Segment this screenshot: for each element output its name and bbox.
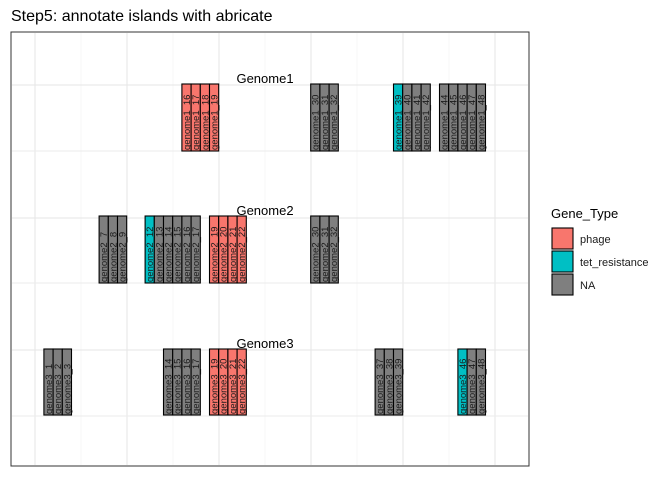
gene-box [328, 83, 339, 152]
gene-label: genome2_16 [182, 227, 193, 282]
gene-label: genome3_47 [467, 359, 478, 414]
gene-label: genome2_7 [99, 232, 110, 282]
legend-swatch [551, 250, 574, 273]
gene-label: genome1_41 [412, 95, 423, 150]
gene-label: genome3_39 [394, 359, 405, 414]
gene-label: genome3_46 [458, 359, 469, 414]
legend-swatch [551, 227, 574, 250]
gene-label: genome1_42 [421, 95, 432, 150]
gene-box [61, 348, 73, 416]
gene-box [116, 215, 128, 284]
legend-title: Gene_Type [551, 206, 618, 221]
gene-label: genome3_37 [375, 359, 386, 414]
legend: Gene_Type phage tet_resistance NA [551, 206, 648, 296]
gene-label: genome3_15 [173, 359, 184, 414]
gene-label: genome1_48 [476, 95, 487, 150]
gene-label: genome1_31 [320, 95, 331, 150]
gene-label: genome2_32 [329, 227, 340, 282]
gene-label: genome1_16 [182, 95, 193, 150]
gene-label: genome3_38 [384, 359, 395, 414]
legend-label: phage [580, 234, 611, 246]
gene-box [475, 348, 487, 416]
legend-swatch [551, 273, 574, 296]
genome-label-3: Genome3 [236, 336, 293, 351]
gene-label: genome1_46 [458, 95, 469, 150]
gene-label: genome2_9 [118, 232, 129, 282]
gene-label: genome2_21 [228, 227, 239, 282]
gene-box [190, 348, 201, 416]
gene-label: genome3_16 [182, 359, 193, 414]
gene-label: genome2_22 [237, 227, 248, 282]
gene-label: genome1_47 [467, 95, 478, 150]
gene-label: genome2_13 [154, 227, 165, 282]
gene-label: genome2_31 [320, 227, 331, 282]
gene-label: genome3_21 [228, 359, 239, 414]
gene-label: genome3_20 [219, 359, 230, 414]
gene-box [236, 348, 247, 416]
gene-label: genome3_3 [62, 364, 73, 414]
gene-box [328, 215, 339, 284]
gene-label: genome1_32 [329, 95, 340, 150]
gene-box [420, 83, 431, 152]
gene-label: genome1_40 [403, 95, 414, 150]
genome-track-1: genome1_16genome1_17genome1_18genome1_19… [181, 83, 487, 152]
gene-label: genome2_20 [219, 227, 230, 282]
legend-label: NA [580, 280, 596, 292]
gene-label: genome1_45 [449, 95, 460, 150]
gene-label: genome3_2 [53, 364, 64, 414]
gene-box [208, 83, 220, 152]
gene-label: genome2_12 [145, 227, 156, 282]
genome-label-1: Genome1 [236, 71, 293, 86]
gene-label: genome1_39 [394, 95, 405, 150]
gene-label: genome3_19 [210, 359, 221, 414]
gene-box [236, 215, 247, 284]
gene-label: genome2_8 [108, 232, 119, 282]
gene-label: genome1_30 [311, 95, 322, 150]
legend-label: tet_resistance [580, 257, 648, 269]
gene-label: genome3_14 [164, 359, 175, 414]
gene-label: genome2_17 [191, 227, 202, 282]
genome-label-2: Genome2 [236, 203, 293, 218]
gene-label: genome1_44 [440, 95, 451, 150]
gene-label: genome2_14 [164, 227, 175, 282]
chart-title: Step5: annotate islands with abricate [11, 8, 273, 25]
gene-label: genome2_19 [210, 227, 221, 282]
gene-box [190, 215, 201, 284]
gene-label: genome3_17 [191, 359, 202, 414]
gene-label: genome1_18 [200, 95, 211, 150]
gene-box [392, 348, 404, 416]
gene-label: genome3_48 [476, 359, 487, 414]
gene-label: genome3_1 [44, 364, 55, 414]
gene-label: genome1_17 [191, 95, 202, 150]
gene-box [475, 83, 487, 152]
gene-label: genome1_19 [210, 95, 221, 150]
gene-label: genome2_30 [311, 227, 322, 282]
gene-label: genome2_15 [173, 227, 184, 282]
genome-tracks: genome1_16genome1_17genome1_18genome1_19… [43, 83, 487, 416]
gene-label: genome3_22 [237, 359, 248, 414]
